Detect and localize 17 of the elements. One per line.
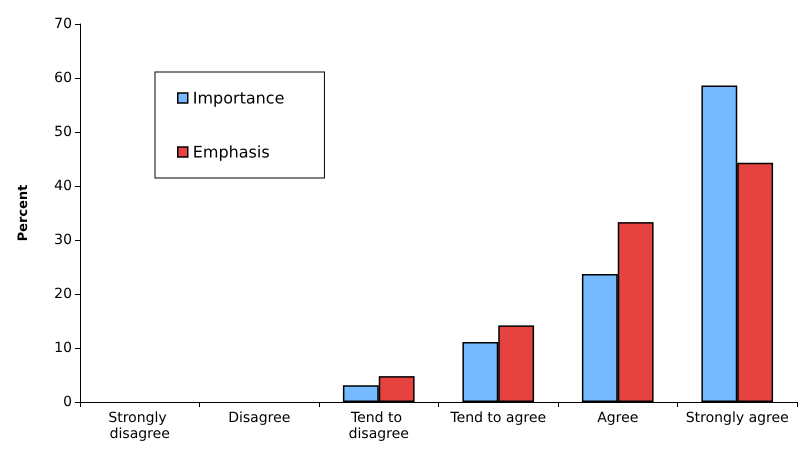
x-tick-label: Strongly agree xyxy=(686,410,789,426)
y-axis-title: Percent xyxy=(16,184,31,242)
x-tick-label: Tend to disagree xyxy=(348,410,409,442)
x-tick-label: Disagree xyxy=(228,410,290,426)
y-tick-label: 50 xyxy=(54,124,72,140)
y-tick-label: 70 xyxy=(54,16,72,32)
y-tick-label: 60 xyxy=(54,70,72,86)
y-tick-label: 0 xyxy=(63,394,72,410)
y-tick-label: 10 xyxy=(54,340,72,356)
x-tick-label: Tend to agree xyxy=(449,410,546,426)
y-tick-label: 40 xyxy=(54,178,72,194)
legend-label: Importance xyxy=(192,88,284,108)
y-tick-label: 30 xyxy=(54,232,72,248)
legend-label: Emphasis xyxy=(192,142,270,162)
x-tick-label: Strongly disagree xyxy=(108,410,172,442)
y-tick-label: 20 xyxy=(54,286,72,302)
x-tick-label: Agree xyxy=(597,410,638,426)
